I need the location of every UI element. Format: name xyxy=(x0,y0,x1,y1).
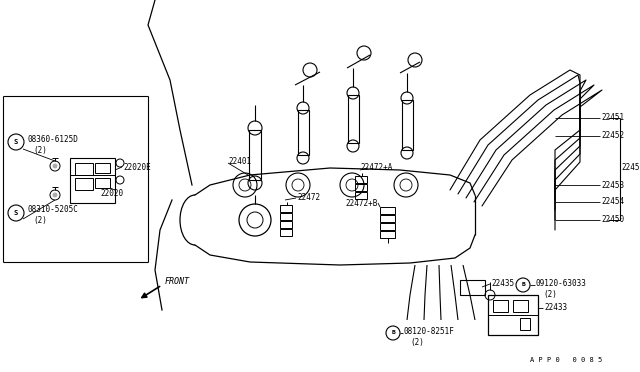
Text: 22452: 22452 xyxy=(601,131,624,141)
Bar xyxy=(520,318,530,330)
Bar xyxy=(280,213,292,220)
Text: 22451: 22451 xyxy=(601,113,624,122)
Text: 22401: 22401 xyxy=(228,157,251,167)
Text: 22472+A: 22472+A xyxy=(360,164,392,173)
Text: 09120-63033: 09120-63033 xyxy=(536,279,587,288)
Bar xyxy=(280,205,292,212)
Text: 22020: 22020 xyxy=(100,189,123,198)
Text: S: S xyxy=(14,210,18,216)
Bar xyxy=(380,223,395,230)
Bar xyxy=(75,163,93,175)
Text: 22435: 22435 xyxy=(491,279,514,288)
Bar xyxy=(348,95,359,143)
Bar xyxy=(493,300,508,312)
Bar xyxy=(355,176,367,183)
Bar xyxy=(95,178,110,188)
Text: 22472: 22472 xyxy=(297,193,320,202)
Bar xyxy=(249,130,261,180)
Bar xyxy=(380,231,395,238)
Text: 22450: 22450 xyxy=(601,215,624,224)
Text: S: S xyxy=(14,139,18,145)
Bar xyxy=(355,184,367,191)
Bar xyxy=(280,229,292,236)
Bar xyxy=(380,215,395,222)
Bar xyxy=(460,280,485,295)
Text: (2): (2) xyxy=(33,217,47,225)
Bar xyxy=(488,295,538,335)
Text: 08360-6125D: 08360-6125D xyxy=(27,135,78,144)
Text: 22450S: 22450S xyxy=(621,164,640,173)
Text: (2): (2) xyxy=(410,339,424,347)
Text: (2): (2) xyxy=(543,291,557,299)
Bar xyxy=(355,192,367,199)
Bar xyxy=(298,110,309,155)
Circle shape xyxy=(53,193,57,197)
Text: 22433: 22433 xyxy=(544,304,567,312)
Bar xyxy=(380,207,395,214)
Text: 22453: 22453 xyxy=(601,180,624,189)
Text: 22472+B: 22472+B xyxy=(346,199,378,208)
Text: (2): (2) xyxy=(33,145,47,154)
Bar xyxy=(513,300,528,312)
Text: 08310-5205C: 08310-5205C xyxy=(27,205,78,215)
Bar xyxy=(95,163,110,173)
Text: B: B xyxy=(521,282,525,288)
Text: B: B xyxy=(391,330,395,336)
Bar xyxy=(280,221,292,228)
Bar xyxy=(75,178,93,190)
Text: 22454: 22454 xyxy=(601,198,624,206)
Text: FRONT: FRONT xyxy=(165,278,190,286)
Bar xyxy=(70,158,115,203)
Text: 08120-8251F: 08120-8251F xyxy=(404,327,455,336)
Text: A P P 0   0 0 8 5: A P P 0 0 0 8 5 xyxy=(530,357,602,363)
Circle shape xyxy=(53,164,57,168)
Bar xyxy=(402,100,413,150)
Text: 22020E: 22020E xyxy=(123,163,151,171)
